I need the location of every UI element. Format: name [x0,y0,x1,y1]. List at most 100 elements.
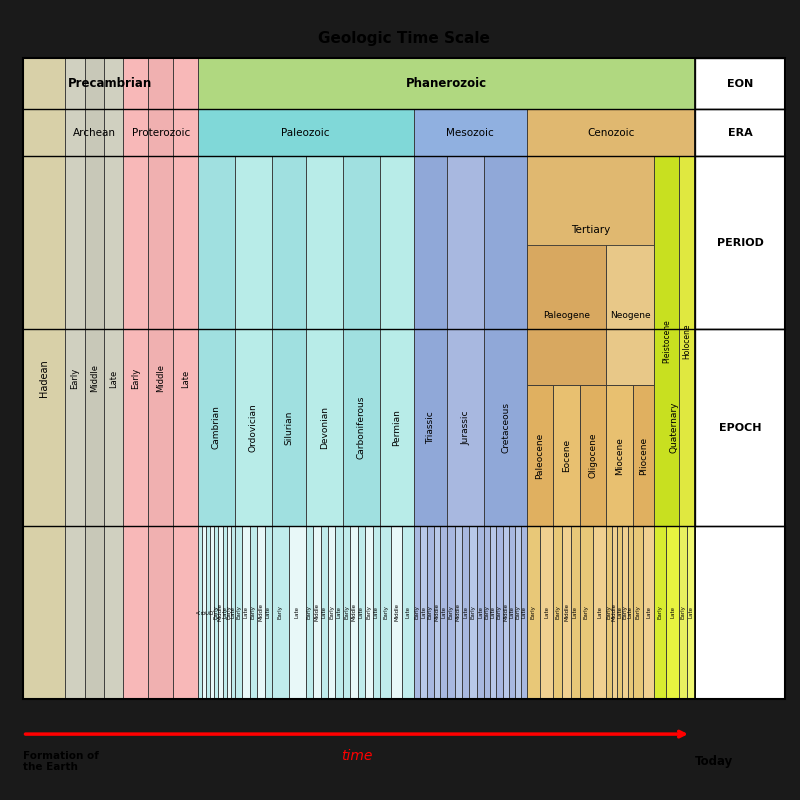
Bar [414,156,447,698]
Bar [22,58,65,698]
Bar [593,526,606,698]
Bar [654,156,694,698]
Bar [694,58,785,109]
Text: Early: Early [131,368,140,389]
Bar [414,526,420,698]
Bar [484,526,490,698]
Text: Paleogene: Paleogene [543,310,590,320]
Bar [580,526,593,698]
Bar [694,109,785,156]
Bar [235,526,242,698]
Text: Early: Early [226,606,231,619]
Bar [123,109,198,156]
Bar [258,526,265,698]
Bar [654,156,679,526]
Text: Late: Late [617,606,622,618]
Bar [427,526,434,698]
Text: Pliocene: Pliocene [639,437,648,474]
Text: Late: Late [491,606,496,618]
Text: A: A [198,610,202,614]
Text: Paleozoic: Paleozoic [282,128,330,138]
Bar [289,526,306,698]
Bar [612,526,617,698]
Text: Mesozoic: Mesozoic [446,128,494,138]
Text: EON: EON [727,78,753,89]
Text: Cenozoic: Cenozoic [587,128,634,138]
Text: time: time [341,749,373,763]
Text: Middle: Middle [351,603,357,622]
Text: Early: Early [485,606,490,619]
Text: Middle: Middle [314,603,319,622]
Text: Late: Late [646,606,651,618]
Text: Late: Late [688,606,694,618]
Bar [502,526,509,698]
Text: Holocene: Holocene [682,323,691,358]
Bar [210,526,214,698]
Bar [343,156,380,698]
Bar [358,526,365,698]
Text: C: C [206,610,210,614]
Text: Late: Late [322,606,326,618]
Text: PERIOD: PERIOD [717,238,763,248]
Text: Late: Late [628,606,633,618]
Text: Early: Early [470,606,476,619]
Bar [206,526,210,698]
Text: Middle: Middle [90,364,99,392]
Text: Early: Early [606,606,611,619]
Text: Early: Early [236,606,241,619]
Bar [447,526,454,698]
Text: Early: Early [636,606,641,619]
Bar [470,526,477,698]
Text: Late: Late [442,606,446,618]
Text: Early: Early [251,606,256,619]
Bar [198,58,694,109]
Bar [526,156,654,526]
Bar [606,245,654,386]
Bar [202,526,206,698]
Bar [402,526,414,698]
Text: Late: Late [374,606,378,618]
Bar [306,156,343,698]
Bar [198,156,235,698]
Bar [679,526,687,698]
Bar [272,526,289,698]
Text: Silurian: Silurian [284,410,294,445]
Bar [420,526,427,698]
Bar [272,156,306,698]
Bar [633,526,643,698]
Text: Late: Late [359,606,364,618]
Bar [65,109,123,156]
Text: Late: Late [522,606,526,618]
Bar [104,58,123,698]
Text: Early: Early [448,606,454,619]
Bar [123,58,148,698]
Bar [218,526,222,698]
Text: Early: Early [383,606,388,619]
Text: Quaternary: Quaternary [670,402,679,454]
Text: Middle: Middle [394,603,399,622]
Bar [666,526,679,698]
Bar [606,526,612,698]
Text: Early: Early [414,606,419,619]
Bar [526,526,540,698]
Text: Late: Late [406,606,410,618]
Bar [391,526,402,698]
Text: Middle: Middle [156,364,165,392]
Bar [148,58,173,698]
Text: Proterozoic: Proterozoic [131,128,190,138]
Bar [580,386,606,526]
Text: Middle: Middle [503,603,508,622]
Text: Oligocene: Oligocene [589,433,598,478]
Bar [230,526,235,698]
Bar [250,526,258,698]
Bar [679,156,694,526]
Bar [365,526,373,698]
Bar [380,156,414,698]
Bar [554,526,562,698]
Bar [633,386,654,526]
Text: Late: Late [337,606,342,618]
Text: Late: Late [222,606,227,618]
Bar [380,526,391,698]
Text: Middle: Middle [564,603,569,622]
Bar [226,526,230,698]
